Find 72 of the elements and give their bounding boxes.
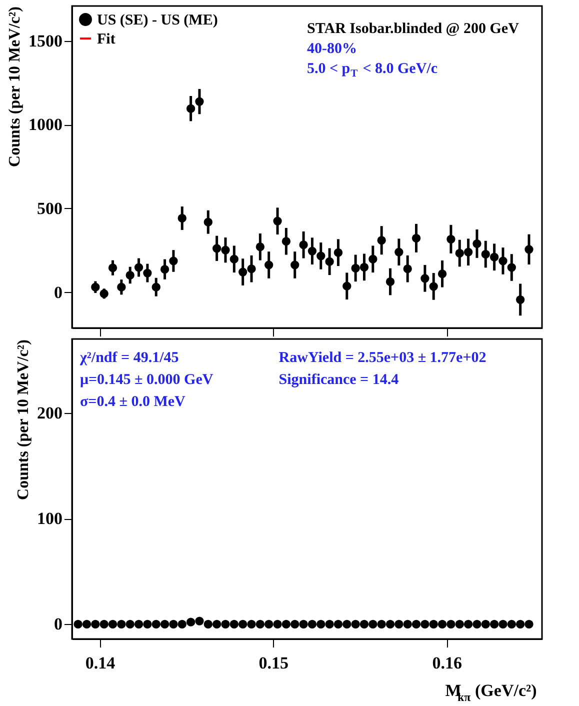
point — [178, 214, 186, 223]
point — [455, 248, 464, 258]
y-tick-label: 0 — [54, 282, 62, 302]
x-tick-label: 0.15 — [258, 654, 289, 672]
point — [351, 264, 360, 272]
point — [117, 282, 126, 292]
point — [91, 282, 100, 292]
point — [152, 282, 160, 292]
legend-label: Fit — [97, 32, 116, 48]
point — [221, 246, 230, 254]
annotation: STAR Isobar.blinded @ 200 GeV — [307, 21, 520, 37]
point — [264, 260, 274, 270]
point — [290, 260, 300, 270]
annotation: μ=0.145 ± 0.000 GeV — [80, 372, 214, 388]
annotation: σ=0.4 ± 0.0 MeV — [80, 394, 186, 410]
point — [204, 218, 212, 226]
point — [316, 252, 326, 260]
x-tick-label: 0.16 — [432, 654, 462, 672]
point — [334, 248, 343, 257]
point — [186, 104, 196, 113]
annotation: χ²/ndf = 49.1/45 — [79, 350, 179, 366]
point — [282, 237, 291, 246]
point — [403, 264, 412, 274]
point — [516, 295, 525, 304]
point — [212, 244, 222, 253]
point — [368, 254, 378, 264]
point — [247, 264, 256, 274]
point — [490, 252, 499, 262]
y-axis-title: Counts (per 10 MeV/c²) — [15, 340, 32, 500]
point — [230, 254, 238, 264]
point — [377, 236, 386, 245]
y-tick-label: 200 — [37, 403, 62, 422]
point — [524, 245, 534, 254]
point — [420, 274, 430, 283]
y-tick-label: 1500 — [28, 31, 62, 50]
point — [481, 250, 490, 259]
point — [134, 263, 144, 272]
point — [360, 262, 369, 272]
legend-label: US (SE) - US (ME) — [97, 12, 218, 28]
annotation: 40-80% — [307, 41, 357, 57]
point — [143, 268, 152, 278]
point — [412, 234, 421, 242]
point — [256, 242, 265, 252]
point — [108, 264, 118, 272]
annotation: RawYield = 2.55e+03 ± 1.77e+02 — [278, 350, 486, 366]
y-tick-label: 100 — [37, 509, 62, 528]
x-tick-label: 0.14 — [85, 654, 116, 672]
point — [507, 263, 516, 272]
point — [446, 234, 456, 244]
point — [299, 240, 308, 250]
point — [308, 246, 317, 256]
annotation: Significance = 14.4 — [278, 372, 400, 388]
point — [438, 270, 447, 278]
y-tick-label: 1000 — [28, 115, 62, 134]
y-tick-label: 500 — [37, 198, 62, 218]
point — [126, 270, 134, 280]
point — [429, 282, 438, 291]
point — [464, 248, 473, 256]
point — [498, 256, 508, 266]
point — [394, 248, 404, 256]
point — [160, 265, 170, 274]
point — [100, 289, 108, 298]
point — [169, 256, 178, 266]
point — [238, 268, 248, 276]
point — [195, 97, 204, 106]
point — [325, 257, 334, 266]
point — [472, 239, 482, 248]
point — [342, 282, 352, 290]
y-axis-title: Counts (per 10 MeV/c²) — [6, 6, 24, 167]
point — [386, 277, 395, 286]
point — [273, 216, 282, 226]
y-tick-label: 0 — [54, 614, 62, 634]
